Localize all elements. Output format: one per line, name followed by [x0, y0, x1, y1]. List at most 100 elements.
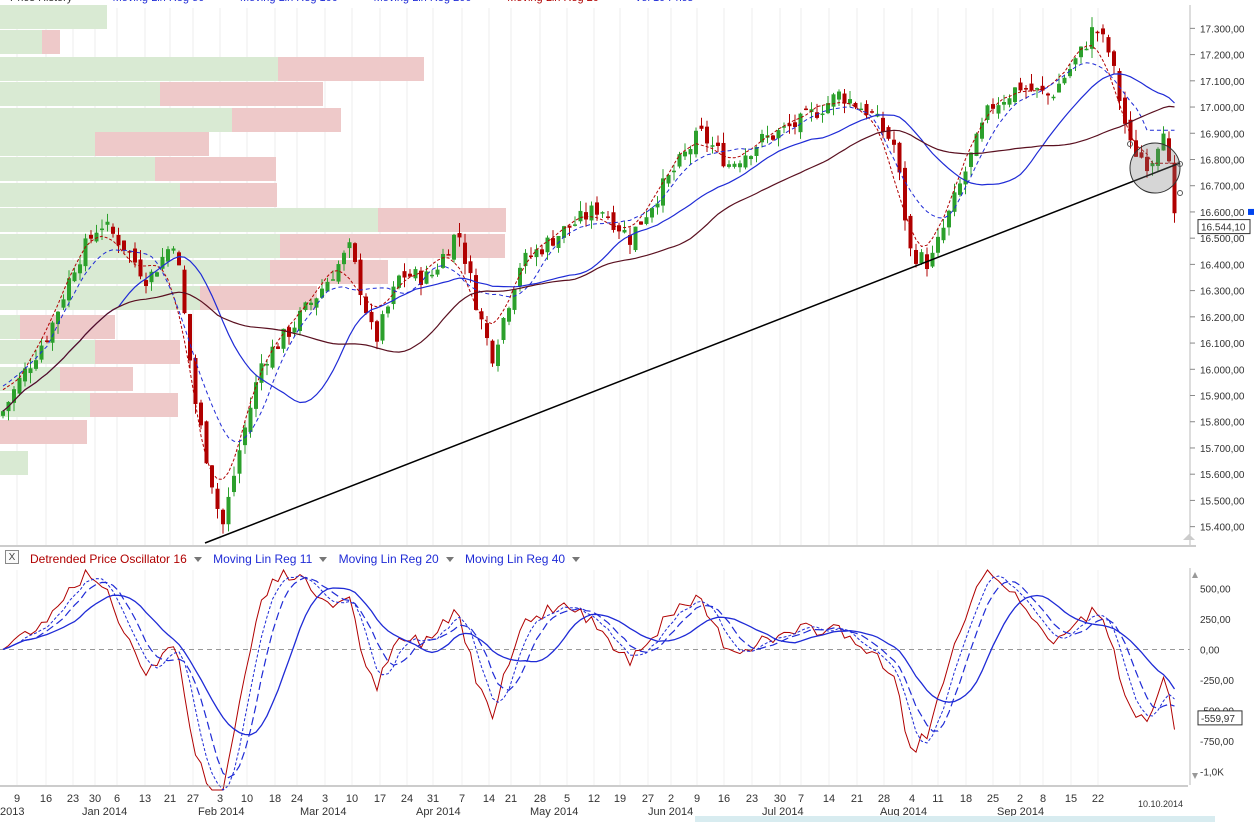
moving-averages — [2, 45, 1175, 480]
candle-body — [457, 233, 462, 238]
volume-bar — [0, 340, 95, 364]
candle-body — [776, 130, 781, 139]
candle-body — [265, 364, 269, 366]
candle-body — [1029, 83, 1034, 91]
dpo-title[interactable]: Detrended Price Oscillator 16 — [30, 552, 187, 566]
candle-body — [105, 221, 110, 225]
candle-body — [842, 93, 847, 104]
price-tick-label: 16.400,00 — [1200, 260, 1245, 271]
candle-body — [1101, 28, 1105, 35]
candle-body — [947, 210, 951, 228]
candlesticks — [1, 17, 1177, 534]
osc-tick-label: 500,00 — [1200, 584, 1231, 595]
chevron-down-icon[interactable] — [572, 556, 581, 562]
candle-body — [573, 224, 577, 226]
candle-body — [1051, 96, 1056, 99]
candle-body — [364, 296, 368, 314]
x-tick-day: 9 — [694, 793, 700, 805]
candle-body — [485, 323, 489, 339]
legend-item-3[interactable]: Moving Lin Reg 40 — [465, 552, 566, 566]
osc-tick-label: 250,00 — [1200, 615, 1231, 626]
candle-body — [804, 108, 808, 111]
candle-body — [430, 274, 434, 277]
ma-100-line — [2, 73, 1175, 412]
candle-body — [908, 215, 913, 249]
x-tick-day: 5 — [564, 793, 570, 805]
x-tick-day: 18 — [269, 793, 281, 805]
candle-body — [1040, 85, 1045, 91]
candle-body — [958, 183, 962, 195]
candle-body — [259, 363, 264, 383]
price-tick-label: 15.400,00 — [1200, 523, 1245, 534]
x-tick-month: Apr 2014 — [416, 806, 461, 818]
candle-body — [826, 103, 830, 114]
volume-profile — [0, 5, 506, 475]
candle-body — [1139, 152, 1144, 158]
price-tick-label: 16.300,00 — [1200, 287, 1245, 298]
x-tick-day: 22 — [1092, 793, 1104, 805]
candle-body — [61, 299, 66, 308]
chevron-down-icon[interactable] — [319, 556, 328, 562]
x-tick-day: 3 — [322, 793, 328, 805]
oscillator-legend: Detrended Price Oscillator 16 Moving Lin… — [30, 552, 588, 566]
x-tick-day: 31 — [427, 793, 439, 805]
candle-body — [523, 252, 528, 267]
x-tick-month: Jun 2014 — [648, 806, 693, 818]
last-osc-label: -559,97 — [1201, 714, 1235, 725]
top-legend-item: Moving Lin Reg 50 — [113, 0, 205, 4]
legend-item-1[interactable]: Moving Lin Reg 11 — [213, 552, 313, 566]
candle-body — [738, 163, 742, 168]
candle-body — [512, 289, 517, 310]
candle-body — [732, 163, 737, 167]
candle-body — [1161, 133, 1166, 151]
candle-body — [771, 135, 775, 140]
legend-item-2[interactable]: Moving Lin Reg 20 — [338, 552, 439, 566]
candle-body — [985, 105, 990, 120]
candle-body — [127, 251, 132, 253]
candle-body — [974, 133, 979, 156]
candle-body — [1095, 31, 1100, 34]
candle-body — [589, 205, 594, 221]
highlight-circle — [1129, 142, 1181, 194]
candle-body — [694, 130, 698, 155]
x-tick-day: 23 — [67, 793, 79, 805]
top-legend-item: Price History — [10, 0, 73, 4]
price-tick-label: 17.100,00 — [1200, 77, 1245, 88]
volume-bar — [200, 286, 317, 310]
candle-body — [716, 142, 720, 146]
candle-body — [320, 288, 324, 298]
price-tick-label: 16.900,00 — [1200, 129, 1245, 140]
candle-body — [67, 278, 71, 301]
candle-body — [342, 252, 346, 265]
close-icon[interactable]: X — [5, 550, 19, 564]
candle-body — [221, 509, 225, 525]
top-legend-item: Moving Lin Reg 100 — [240, 0, 338, 4]
x-tick-month: Sep 2014 — [997, 806, 1044, 818]
x-tick-day: 27 — [187, 793, 199, 805]
x-tick-day: 2 — [1017, 793, 1023, 805]
candle-body — [914, 249, 918, 264]
chevron-down-icon[interactable] — [193, 556, 202, 562]
price-tick-label: 16.100,00 — [1200, 339, 1245, 350]
candle-body — [248, 407, 253, 432]
candle-body — [23, 368, 27, 382]
candle-body — [595, 202, 599, 215]
x-tick-day: 23 — [746, 793, 758, 805]
candle-body — [1156, 148, 1160, 166]
volume-bar — [0, 157, 155, 181]
x-tick-day: 13 — [139, 793, 151, 805]
x-tick-day: 21 — [851, 793, 863, 805]
x-tick-day: 15 — [1065, 793, 1077, 805]
candle-body — [782, 126, 786, 128]
candle-body — [1, 411, 5, 416]
dpo-ma-40 — [2, 587, 1176, 736]
candle-body — [1013, 87, 1017, 103]
candle-body — [424, 271, 429, 284]
candle-body — [413, 269, 418, 279]
chevron-down-icon[interactable] — [445, 556, 454, 562]
candle-body — [963, 171, 968, 185]
x-tick-day: 3 — [217, 793, 223, 805]
candle-body — [903, 167, 907, 221]
candle-body — [991, 104, 995, 109]
x-tick-day: 8 — [1040, 793, 1046, 805]
